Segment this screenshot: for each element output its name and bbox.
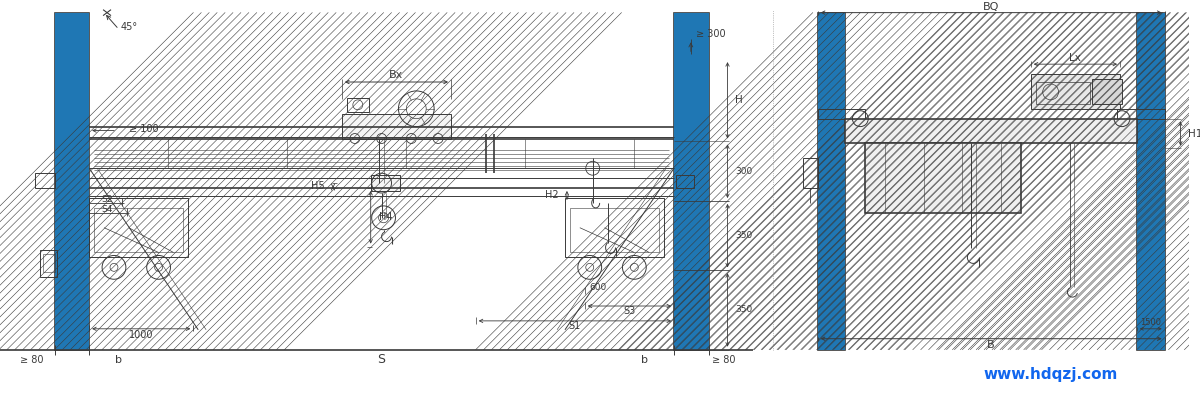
Bar [676,175,694,188]
Bar [94,208,184,252]
Text: 45°: 45° [120,21,138,31]
Text: ≥ 100: ≥ 100 [128,123,158,134]
Text: ≥ 80: ≥ 80 [712,355,736,364]
Text: H1: H1 [1188,129,1200,139]
Bar [54,13,89,350]
Bar [1117,109,1165,119]
Bar [817,109,865,119]
Text: BQ: BQ [983,2,1000,12]
Bar [43,254,54,272]
Text: B: B [988,340,995,350]
Bar [89,198,188,257]
Text: S4: S4 [101,205,113,214]
Text: H5: H5 [312,181,325,191]
Text: 300: 300 [736,167,752,176]
Text: 1500: 1500 [1140,318,1162,328]
Text: S2: S2 [101,195,113,204]
Bar [371,175,401,191]
Text: 1000: 1000 [128,330,152,340]
Bar [54,13,89,350]
Bar [1031,74,1120,109]
Text: Bx: Bx [389,70,403,80]
Bar [803,158,817,188]
Text: Lx: Lx [1069,53,1081,63]
Text: S3: S3 [623,306,636,316]
Bar [674,13,709,350]
Bar [1136,13,1165,350]
Bar [40,249,58,277]
Text: H: H [736,95,743,105]
Bar [1092,79,1122,104]
Text: b: b [115,355,122,364]
Bar [35,173,54,188]
Text: b: b [641,355,648,364]
Text: S1: S1 [569,321,581,331]
Bar [865,143,1021,213]
Text: 350: 350 [736,231,752,240]
Text: ≥ 300: ≥ 300 [696,29,726,39]
Bar [817,13,846,350]
Bar [565,198,664,257]
Text: 600: 600 [589,283,607,292]
Bar [1136,13,1165,350]
Text: ≥ 80: ≥ 80 [20,355,43,364]
Bar [342,114,451,139]
Bar [1036,82,1091,104]
Bar [846,119,1136,143]
Bar [674,13,709,350]
Bar [347,98,368,112]
Text: 350: 350 [736,305,752,314]
Text: H4: H4 [379,212,392,222]
Bar [570,208,659,252]
Text: S: S [378,353,385,366]
Text: www.hdqzj.com: www.hdqzj.com [984,367,1118,382]
Bar [817,13,846,350]
Text: H2: H2 [545,191,559,200]
